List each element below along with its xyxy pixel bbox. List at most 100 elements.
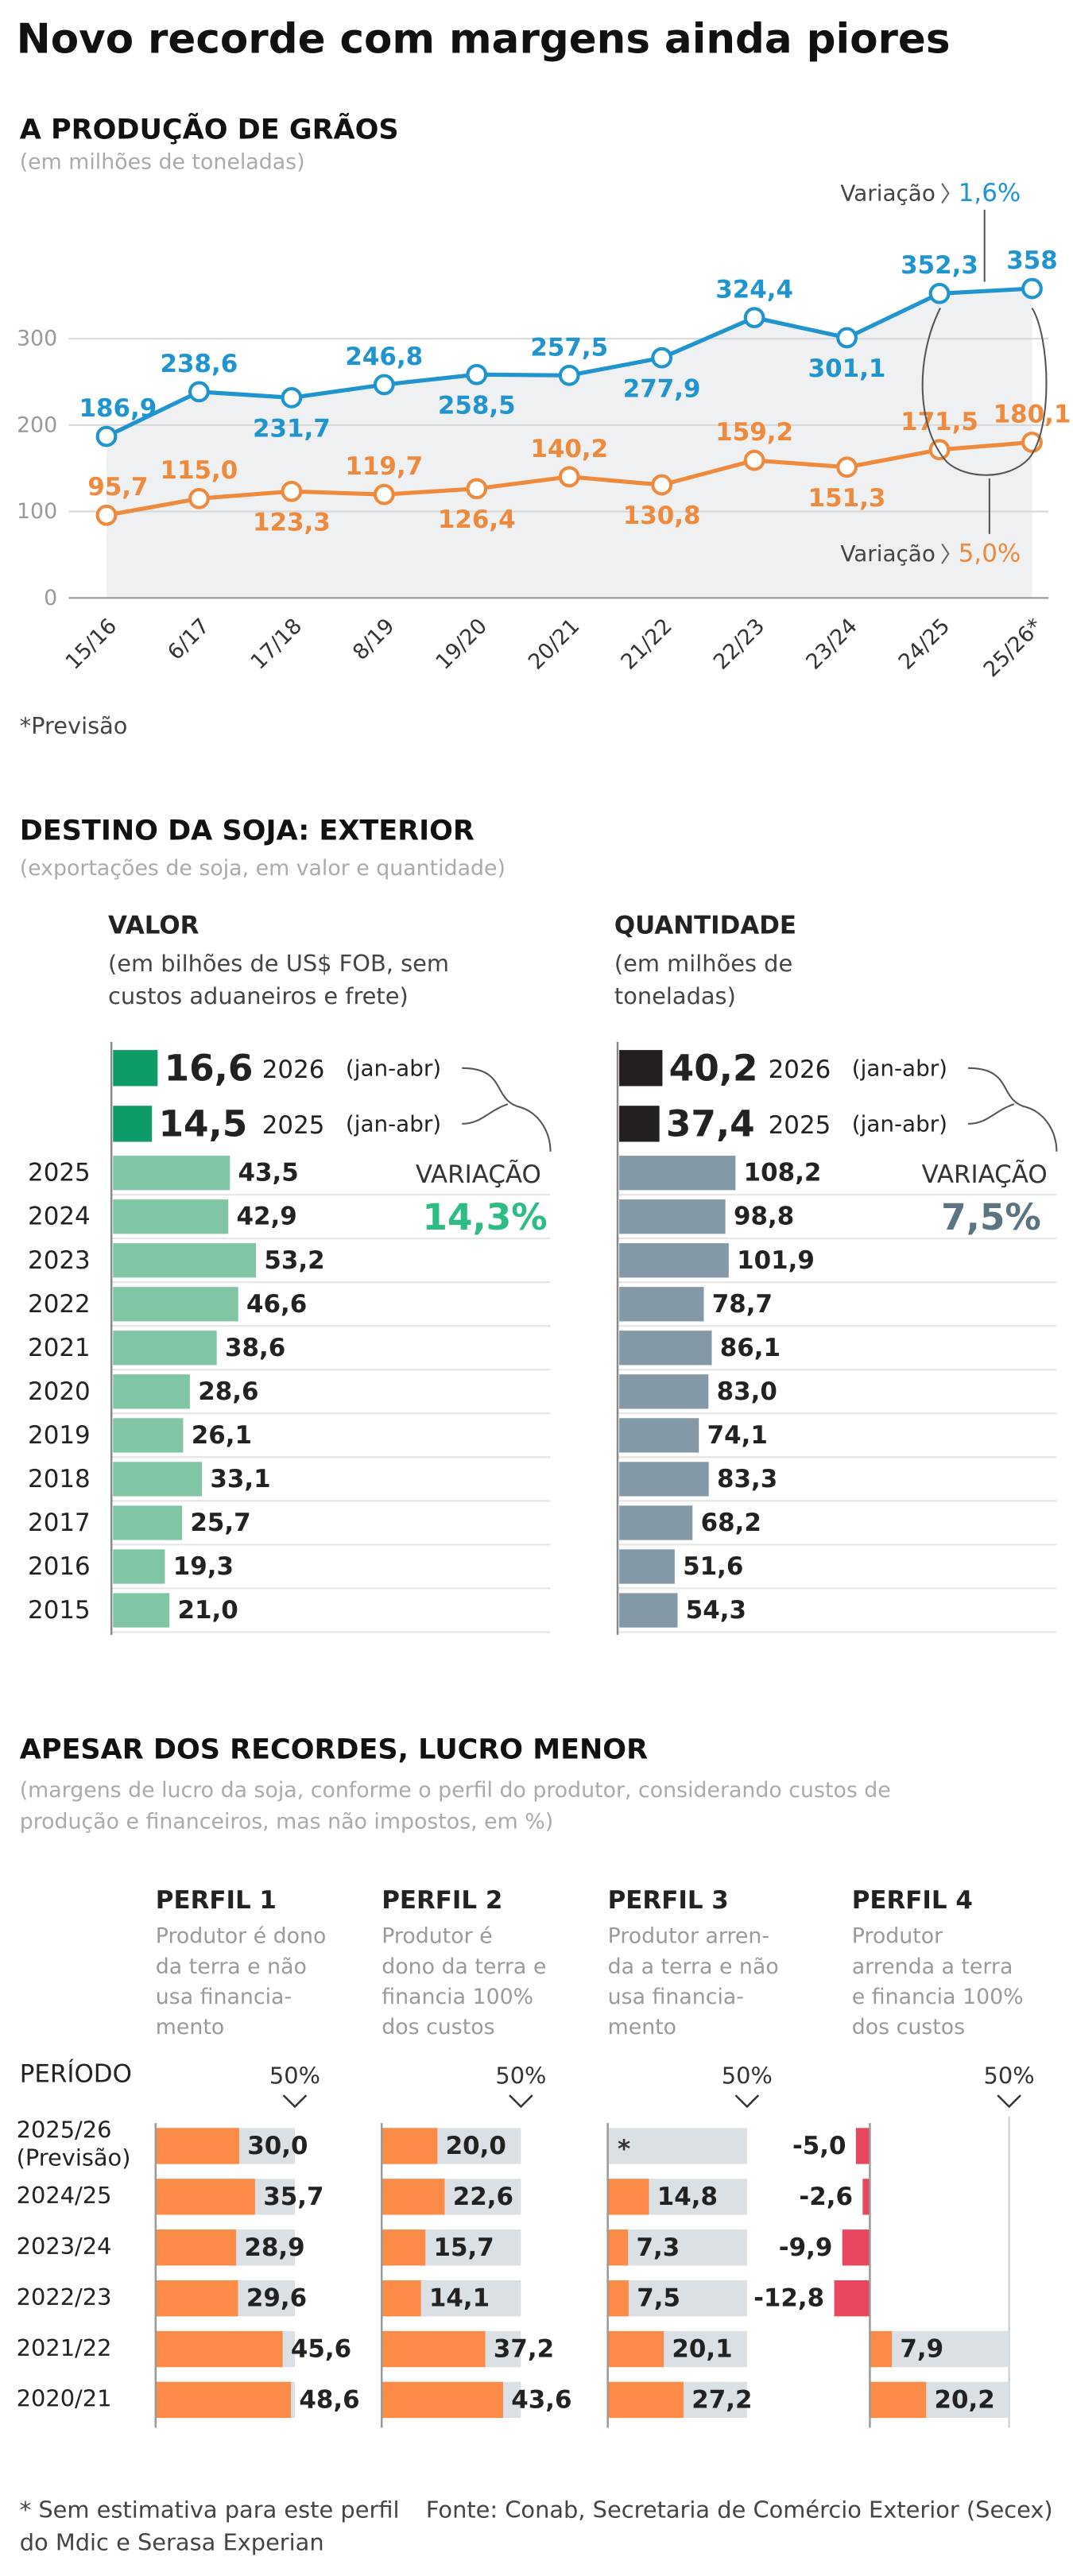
annotation-value: 5,0% <box>959 540 1021 568</box>
bar <box>382 2128 438 2164</box>
value-label: 35,7 <box>263 2183 323 2211</box>
value-label: 98,8 <box>734 1203 794 1231</box>
bar <box>113 1374 190 1409</box>
value-label: 159,2 <box>715 418 793 447</box>
value-label: 277,9 <box>623 374 701 403</box>
value-label: 171,5 <box>901 408 978 436</box>
series-description: mento <box>156 2015 224 2039</box>
point <box>95 504 118 526</box>
bar <box>619 1156 736 1191</box>
value-label: 258,5 <box>438 391 516 420</box>
point <box>743 449 765 471</box>
bar <box>155 2280 238 2317</box>
value-label: 324,4 <box>715 276 793 304</box>
variation-value: 14,3% <box>422 1196 547 1238</box>
category-cell: 2023/24 <box>17 2233 112 2260</box>
bar <box>607 2229 629 2266</box>
point <box>466 478 488 500</box>
highlight-value: 37,4 <box>666 1102 755 1145</box>
highlight-bar <box>113 1106 153 1142</box>
series-description: Produtor é dono <box>156 1924 327 1949</box>
value-label: -5,0 <box>792 2132 846 2160</box>
point <box>836 456 858 478</box>
value-label: 20,1 <box>672 2335 732 2364</box>
bracket <box>462 1103 509 1125</box>
section-subtitle: produção e financeiros, mas não impostos… <box>20 1809 553 1834</box>
value-label: 46,6 <box>246 1290 307 1319</box>
category-label: 2025 <box>28 1159 91 1187</box>
category-label: 2024 <box>28 1203 91 1231</box>
value-label: 22,6 <box>453 2183 513 2211</box>
highlight-bar <box>619 1050 663 1087</box>
category-label: 2022/23 <box>16 2284 112 2311</box>
bar-background <box>607 2280 747 2317</box>
value-label: 257,5 <box>530 333 608 362</box>
category-label: 2023 <box>28 1246 91 1275</box>
highlight-label: 2025 <box>769 1111 831 1140</box>
bar <box>607 2330 664 2368</box>
category-label: 2018 <box>28 1465 91 1493</box>
highlight-value: 14,5 <box>158 1102 247 1145</box>
bar <box>870 2330 893 2368</box>
value-label: 95,7 <box>87 473 148 502</box>
bar <box>619 1462 709 1497</box>
bar <box>113 1243 257 1278</box>
section-title: A PRODUÇÃO DE GRÃOS <box>20 112 399 145</box>
bar <box>607 2179 649 2215</box>
series-description: dos custos <box>852 2015 965 2039</box>
bar <box>619 1549 675 1584</box>
category-label: 2024/25 <box>16 2183 112 2210</box>
y-tick-label: 300 <box>17 327 57 351</box>
bar <box>619 1418 699 1453</box>
y-tick-label: 100 <box>17 499 57 524</box>
highlight-note: (jan-abr) <box>852 1110 947 1137</box>
value-label: 37,2 <box>494 2335 554 2364</box>
highlight-note: (jan-abr) <box>852 1055 947 1081</box>
value-label: 74,1 <box>707 1421 768 1450</box>
series-description: financia 100% <box>382 1985 533 2009</box>
bracket <box>968 1067 1058 1152</box>
point <box>558 466 580 488</box>
value-label: 51,6 <box>683 1552 743 1581</box>
highlight-value: 40,2 <box>669 1047 758 1089</box>
value-label: 115,0 <box>161 456 238 485</box>
highlight-value: 16,6 <box>165 1047 254 1089</box>
bar-background <box>607 2128 747 2164</box>
category-label: 2020 <box>28 1377 91 1406</box>
category-label: 2021/22 <box>16 2335 112 2362</box>
section-subtitle: (em milhões de toneladas) <box>20 150 305 175</box>
value-label: 301,1 <box>808 354 886 383</box>
bar <box>607 2381 684 2419</box>
value-label: 42,9 <box>237 1203 297 1231</box>
value-label: 358 <box>1006 246 1058 275</box>
bar <box>382 2330 486 2368</box>
y-tick-label: 200 <box>17 413 57 437</box>
value-label: 20,0 <box>446 2132 506 2160</box>
value-label: 25,7 <box>190 1509 250 1537</box>
bar-background <box>870 2330 1009 2368</box>
tick-mark <box>282 2094 308 2109</box>
value-label: 119,7 <box>345 452 423 481</box>
value-label: 86,1 <box>720 1334 781 1362</box>
tick-label: 50% <box>269 2062 320 2089</box>
category-label: 2020/21 <box>16 2386 112 2413</box>
series-description: dono da terra e <box>382 1954 546 1979</box>
bar <box>619 1593 678 1628</box>
series-subtitle: (em milhões de <box>614 950 792 977</box>
highlight-bar <box>113 1050 158 1087</box>
category-cell: 2025/26 (Previsão) <box>17 2118 131 2172</box>
series-description: dos custos <box>382 2015 494 2039</box>
bar <box>382 2179 445 2215</box>
tick-mark <box>997 2094 1021 2109</box>
value-label: 151,3 <box>808 484 886 513</box>
point <box>95 425 118 447</box>
bar <box>113 1287 238 1322</box>
bar <box>113 1593 170 1628</box>
value-label: 15,7 <box>434 2233 494 2262</box>
category-cell: 2024/25 <box>16 2183 112 2210</box>
value-label: 30,0 <box>247 2132 308 2160</box>
bar <box>619 1199 726 1234</box>
category-label: 2021 <box>28 1334 91 1362</box>
annotation-text: Variação <box>840 180 935 207</box>
